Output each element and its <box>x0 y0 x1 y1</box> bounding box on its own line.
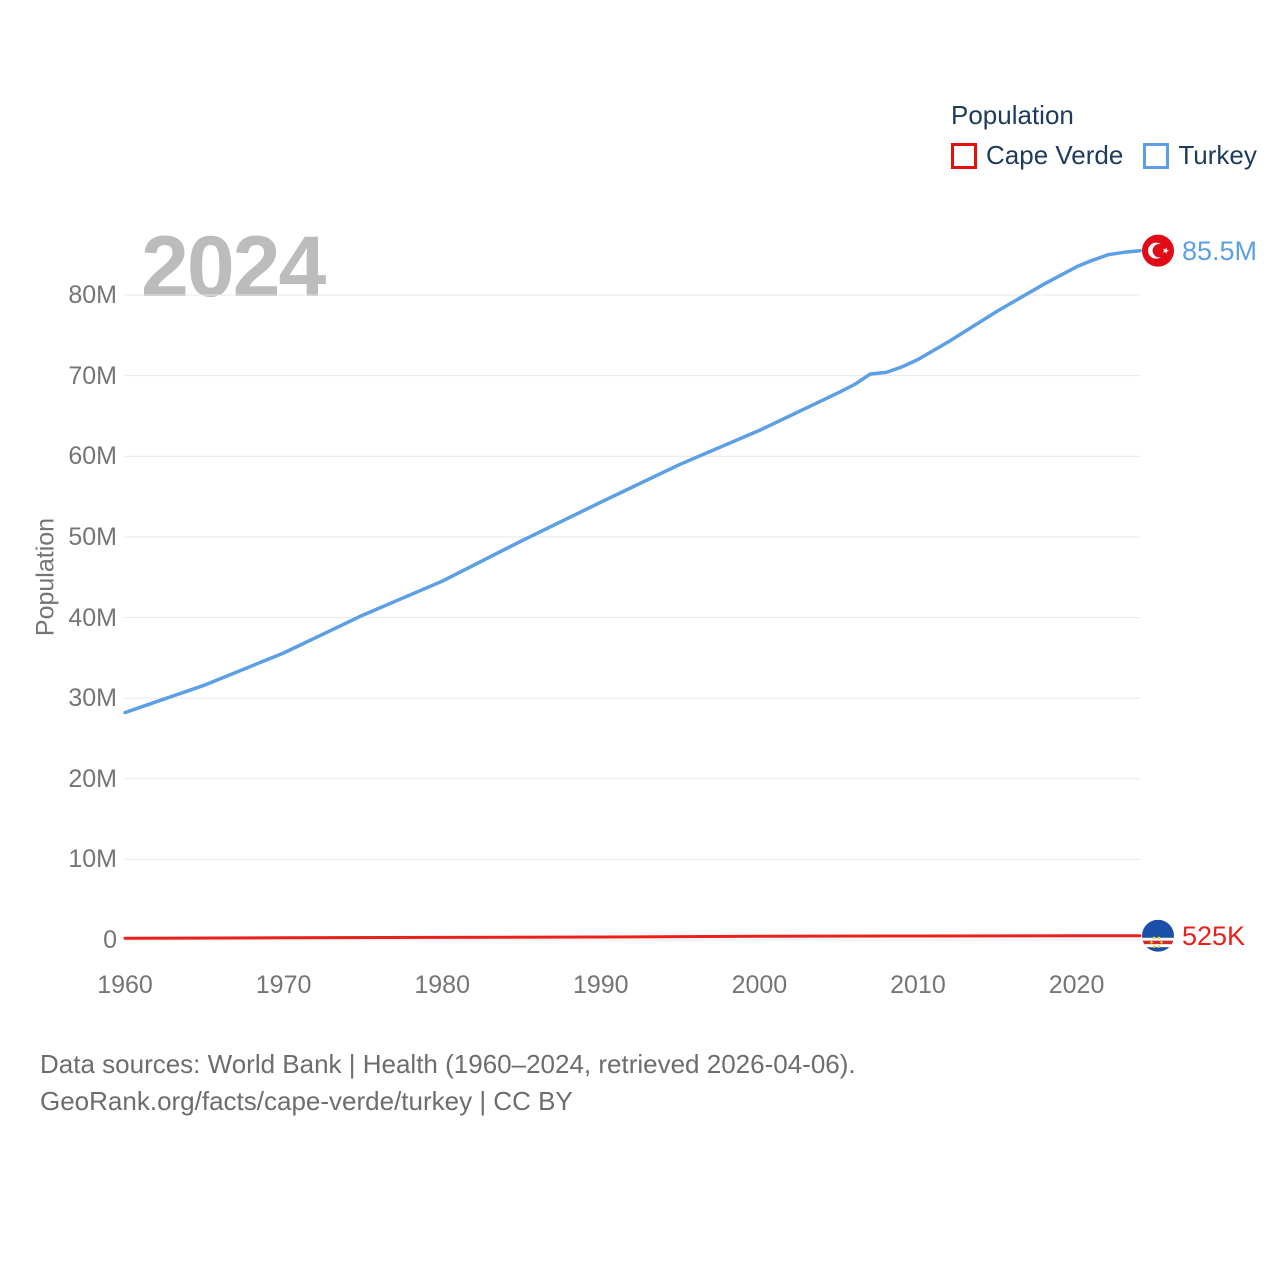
legend-item-cape-verde[interactable]: Cape Verde <box>951 140 1123 171</box>
legend-items: Cape Verde Turkey <box>951 140 1257 171</box>
legend-label-turkey: Turkey <box>1178 140 1257 170</box>
cape-verde-value-label: 525K <box>1182 920 1246 951</box>
x-tick-label: 1980 <box>414 971 470 999</box>
cape-verde-flag-icon[interactable] <box>1142 919 1174 952</box>
y-tick-label: 10M <box>68 845 117 874</box>
y-tick-label: 30M <box>68 684 117 713</box>
plot-area <box>123 234 1174 952</box>
source-url-line: GeoRank.org/facts/cape-verde/turkey | CC… <box>40 1086 573 1116</box>
legend-item-turkey[interactable]: Turkey <box>1143 140 1257 171</box>
cape-verde-line[interactable] <box>123 934 1142 940</box>
y-tick-label: 20M <box>68 764 117 793</box>
y-tick-label: 60M <box>68 442 117 471</box>
chart-legend: Population Cape Verde Turkey <box>951 100 1257 171</box>
year-watermark: 2024 <box>141 219 326 315</box>
turkey-line[interactable] <box>123 248 1142 715</box>
turkey-swatch-icon <box>1143 142 1170 169</box>
y-tick-label: 80M <box>68 281 117 309</box>
y-tick-label: 70M <box>68 361 117 390</box>
turkey-value-label: 85.5M <box>1182 235 1258 266</box>
data-sources-line: Data sources: World Bank | Health (1960–… <box>40 1049 856 1079</box>
y-tick-label: 50M <box>68 522 117 551</box>
turkey-flag-icon[interactable] <box>1142 234 1174 267</box>
legend-title: Population <box>951 100 1074 130</box>
x-tick-label: 2000 <box>731 971 788 999</box>
cape-verde-swatch-icon <box>951 142 977 169</box>
x-tick-label: 1960 <box>97 971 153 999</box>
footer: Data sources: World Bank | Health (1960–… <box>40 1046 856 1120</box>
x-tick-label: 2020 <box>1048 971 1105 999</box>
x-tick-label: 1970 <box>255 971 312 999</box>
legend-label-cape-verde: Cape Verde <box>986 140 1124 170</box>
x-tick-label: 1990 <box>572 971 629 999</box>
x-tick-label: 2010 <box>890 971 946 999</box>
y-tick-label: 0 <box>103 926 117 954</box>
y-tick-label: 40M <box>68 603 117 632</box>
